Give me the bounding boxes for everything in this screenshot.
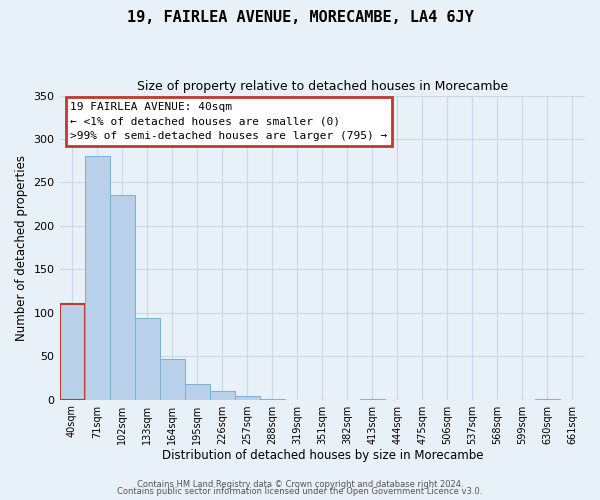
Text: 19 FAIRLEA AVENUE: 40sqm
← <1% of detached houses are smaller (0)
>99% of semi-d: 19 FAIRLEA AVENUE: 40sqm ← <1% of detach… <box>70 102 388 141</box>
Bar <box>535 398 560 400</box>
Text: Contains HM Land Registry data © Crown copyright and database right 2024.: Contains HM Land Registry data © Crown c… <box>137 480 463 489</box>
Bar <box>185 384 209 400</box>
Text: 19, FAIRLEA AVENUE, MORECAMBE, LA4 6JY: 19, FAIRLEA AVENUE, MORECAMBE, LA4 6JY <box>127 10 473 25</box>
Bar <box>260 398 285 400</box>
Bar <box>160 359 185 400</box>
Bar <box>360 398 385 400</box>
Bar <box>134 318 160 400</box>
Bar <box>209 391 235 400</box>
X-axis label: Distribution of detached houses by size in Morecambe: Distribution of detached houses by size … <box>161 450 483 462</box>
Bar <box>110 196 134 400</box>
Bar <box>59 304 85 400</box>
Text: Contains public sector information licensed under the Open Government Licence v3: Contains public sector information licen… <box>118 487 482 496</box>
Bar <box>85 156 110 400</box>
Bar <box>235 396 260 400</box>
Title: Size of property relative to detached houses in Morecambe: Size of property relative to detached ho… <box>137 80 508 93</box>
Y-axis label: Number of detached properties: Number of detached properties <box>15 154 28 340</box>
